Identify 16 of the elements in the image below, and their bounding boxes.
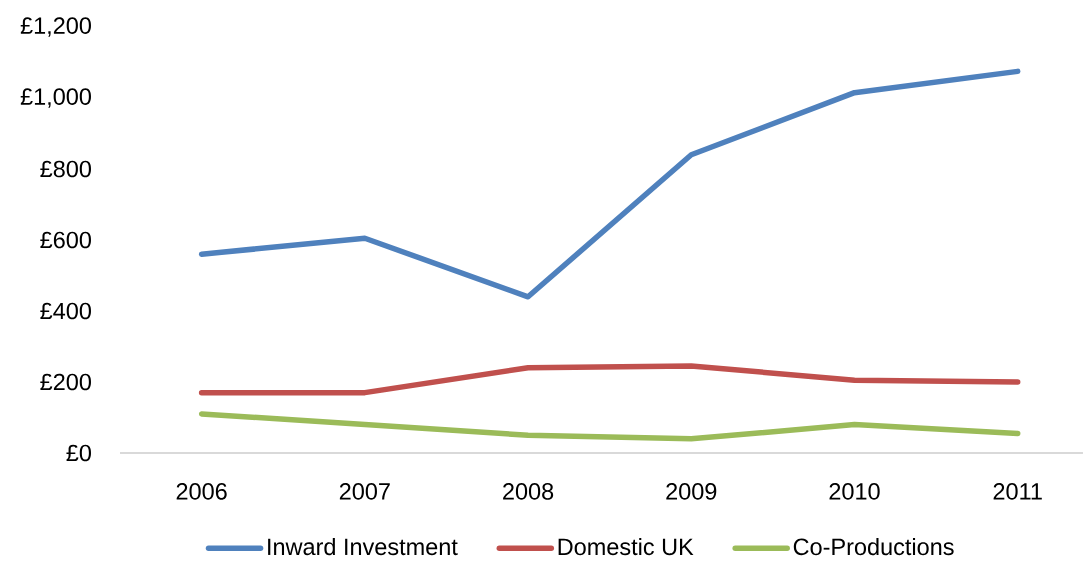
- x-tick-label: 2007: [339, 483, 390, 500]
- y-tick-label: £1,200: [20, 17, 91, 37]
- y-tick-label: £1,000: [20, 88, 91, 108]
- x-tick-label: 2006: [176, 483, 227, 500]
- y-tick-label: £0: [66, 444, 91, 462]
- x-tick-label: 2010: [829, 483, 880, 500]
- x-tick-label: 2009: [666, 483, 717, 500]
- legend-label: Co-Productions: [793, 537, 954, 556]
- y-tick-label: £600: [40, 231, 91, 249]
- y-tick-label: £200: [40, 373, 91, 391]
- y-tick-label: £400: [40, 302, 91, 320]
- x-tick-label: 2011: [993, 483, 1042, 500]
- legend-label: Inward Investment: [268, 537, 458, 556]
- y-tick-label: £800: [40, 160, 91, 178]
- x-tick-label: 2008: [503, 483, 554, 500]
- legend-label: Domestic UK: [558, 537, 694, 556]
